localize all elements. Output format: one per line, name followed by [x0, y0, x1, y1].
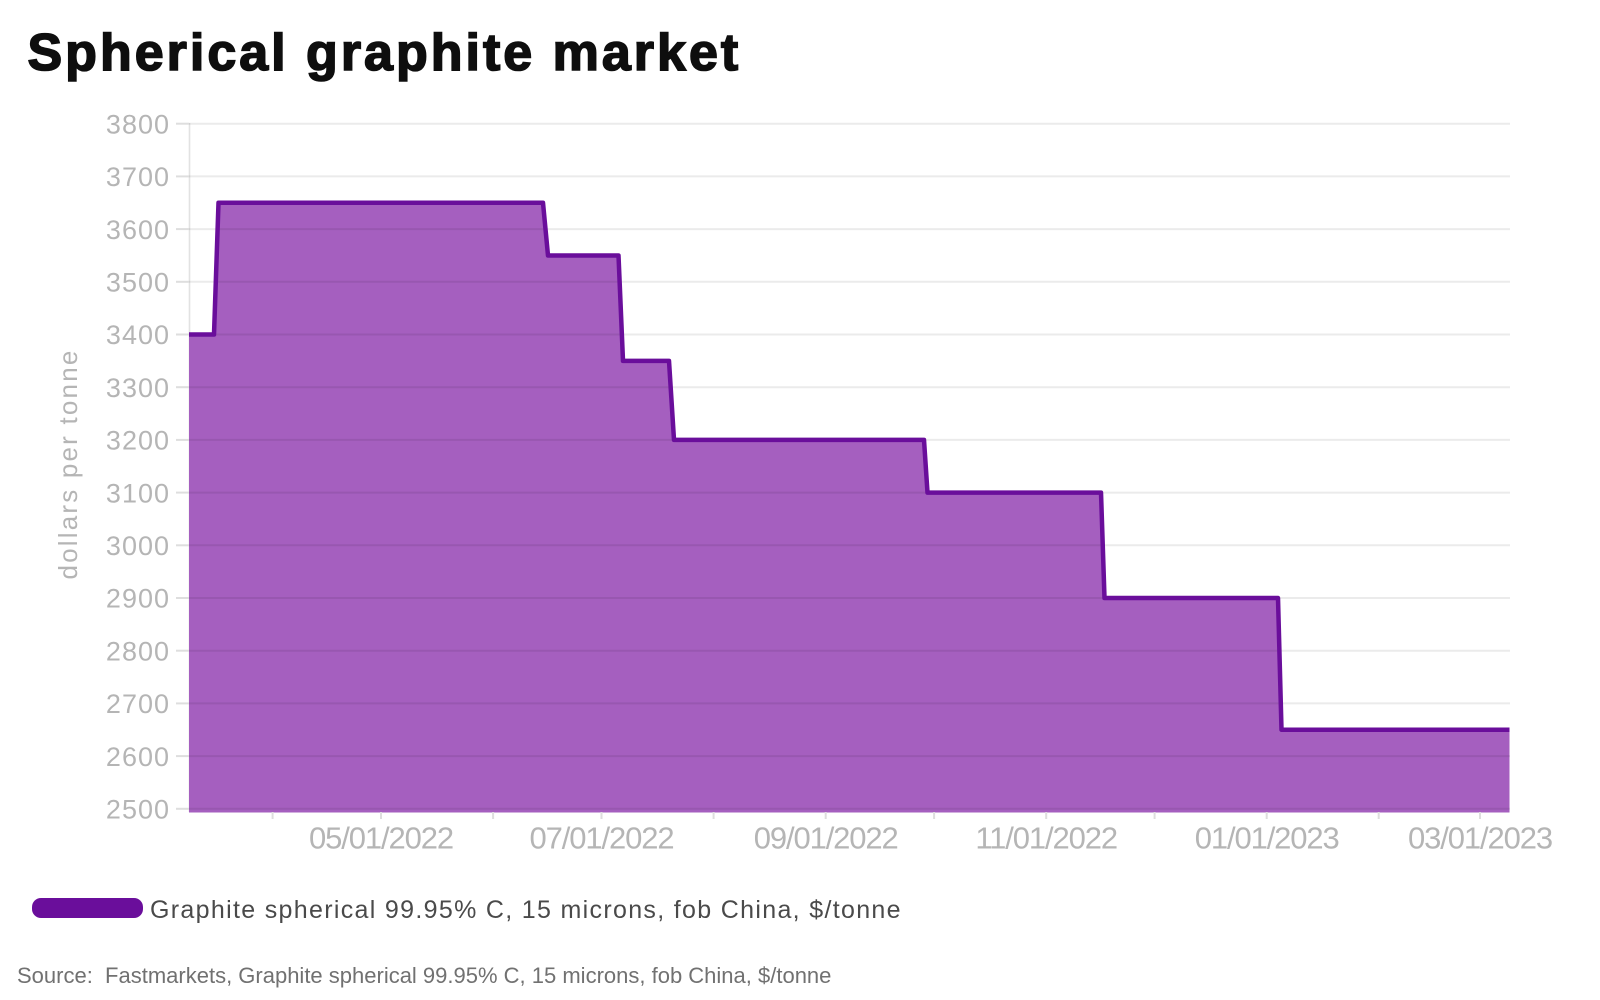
svg-text:11/01/2022: 11/01/2022	[975, 821, 1117, 856]
svg-text:03/01/2023: 03/01/2023	[1408, 821, 1552, 856]
svg-text:dollars per tonne: dollars per tonne	[53, 348, 83, 579]
svg-text:3700: 3700	[106, 162, 170, 192]
svg-text:01/01/2023: 01/01/2023	[1195, 821, 1339, 856]
svg-text:3000: 3000	[106, 531, 170, 561]
svg-text:3300: 3300	[106, 373, 170, 403]
svg-text:07/01/2022: 07/01/2022	[530, 821, 674, 856]
svg-text:3600: 3600	[106, 215, 170, 245]
svg-text:09/01/2022: 09/01/2022	[754, 821, 898, 856]
svg-text:2500: 2500	[106, 795, 170, 825]
svg-text:2600: 2600	[106, 742, 170, 772]
svg-text:3100: 3100	[106, 478, 170, 508]
svg-text:3500: 3500	[106, 268, 170, 298]
svg-text:05/01/2022: 05/01/2022	[309, 821, 453, 856]
svg-text:2800: 2800	[106, 636, 170, 666]
svg-text:3800: 3800	[106, 109, 170, 139]
svg-text:3200: 3200	[106, 426, 170, 456]
svg-text:2700: 2700	[106, 689, 170, 719]
svg-text:2900: 2900	[106, 584, 170, 614]
svg-text:3400: 3400	[106, 320, 170, 350]
